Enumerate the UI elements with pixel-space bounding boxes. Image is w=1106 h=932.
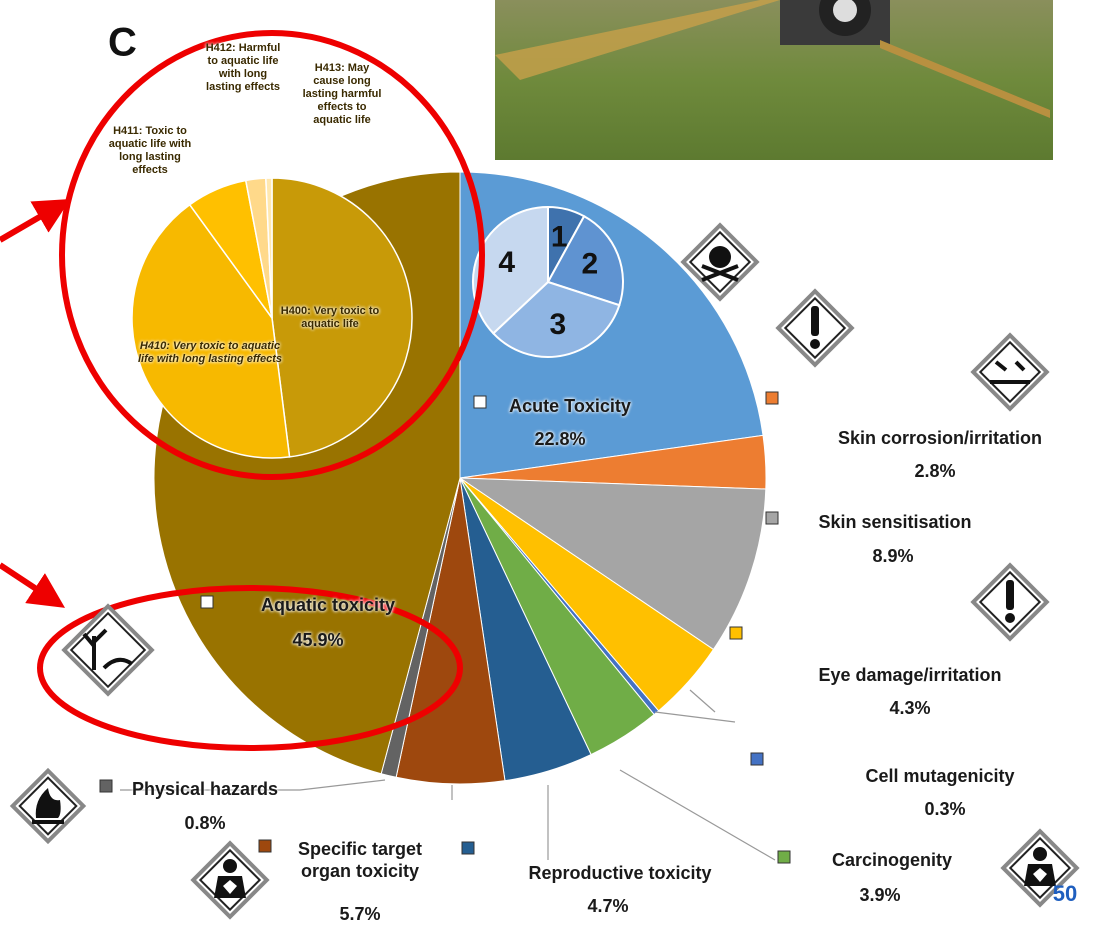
hazard-pictogram xyxy=(680,222,760,302)
pictogram-symbol xyxy=(1005,613,1015,623)
hazard-pictogram xyxy=(775,288,855,368)
hazard-pictogram xyxy=(190,840,270,920)
category-label: Physical hazards xyxy=(131,779,279,799)
pictogram-symbol xyxy=(1006,580,1014,610)
value-label: 5.7% xyxy=(339,904,381,924)
hazard-pictogram xyxy=(970,562,1050,642)
legend-marker xyxy=(729,626,743,640)
pie-slice xyxy=(131,203,291,459)
slice-label: 4 xyxy=(498,246,515,279)
pictogram-symbol xyxy=(701,264,739,282)
value-label: 4.7% xyxy=(587,896,629,916)
legend-marker xyxy=(99,779,113,793)
pictogram-symbol xyxy=(990,360,1030,384)
pictogram-frame xyxy=(978,340,1042,404)
value-label: 22.8% xyxy=(534,429,586,449)
pictogram-symbol xyxy=(810,339,820,349)
pictogram-symbol xyxy=(82,628,134,670)
slice-label: H413: May cause long lasting harmful eff… xyxy=(302,62,382,126)
slice-label: 2 xyxy=(581,247,598,280)
category-label: Skin sensitisation xyxy=(818,512,972,532)
legend-marker xyxy=(777,850,791,864)
pie-slice xyxy=(546,214,624,307)
slice-label: H412: Harmful to aquatic life with long … xyxy=(205,42,281,93)
pictogram-frame xyxy=(783,296,847,360)
slice-label: H411: Toxic to aquatic life with long la… xyxy=(108,125,192,176)
pictogram-symbol xyxy=(223,859,237,873)
pictogram-frame xyxy=(978,570,1042,634)
slice-label: H400: Very toxic to aquatic life xyxy=(280,305,380,330)
slice-label: H410: Very toxic to aquatic life with lo… xyxy=(137,340,283,365)
legend-marker xyxy=(200,595,214,609)
value-label: 0.8% xyxy=(184,813,226,833)
value-label: 4.3% xyxy=(889,698,931,718)
slice-label: 1 xyxy=(551,220,568,253)
pictogram-symbol xyxy=(709,246,731,268)
pie-slice xyxy=(265,177,273,319)
pictogram-symbol xyxy=(223,880,237,894)
category-label: Specific target organ toxicity xyxy=(297,839,423,881)
hazard-pictogram xyxy=(970,332,1050,412)
pictogram-symbol xyxy=(811,306,819,336)
page-number: 50 xyxy=(1053,881,1077,906)
leader-lines xyxy=(120,689,776,861)
value-label: 0.3% xyxy=(924,799,966,819)
pie-slice xyxy=(491,280,621,358)
category-label: Carcinogenity xyxy=(831,850,953,870)
highlight-ring xyxy=(59,30,485,480)
slice-label: 3 xyxy=(549,308,566,341)
value-label: 8.9% xyxy=(872,546,914,566)
pie-slice xyxy=(271,177,413,458)
category-label: Acute Toxicity xyxy=(509,396,631,416)
hazard-pictogram xyxy=(1000,828,1080,908)
legend-marker xyxy=(765,391,779,405)
pictogram-symbol xyxy=(32,820,64,824)
legend-marker xyxy=(765,511,779,525)
pictogram-symbol xyxy=(35,788,61,818)
pictogram-frame xyxy=(970,332,1050,412)
value-label: 45.9% xyxy=(292,630,344,650)
category-label: Skin corrosion/irritation xyxy=(837,428,1043,448)
legend-marker xyxy=(473,395,487,409)
category-label: Aquatic toxicity xyxy=(260,595,396,615)
heading-fragment: C xyxy=(108,21,137,65)
value-label: 2.8% xyxy=(914,461,956,481)
highlight-ring xyxy=(37,585,463,751)
legend-marker xyxy=(461,841,475,855)
pictogram-symbol xyxy=(1033,868,1047,882)
pictogram-symbol xyxy=(1033,847,1047,861)
hazard-pictogram xyxy=(9,767,87,845)
pie-slice xyxy=(458,477,767,651)
category-label: Reproductive toxicity xyxy=(528,863,712,883)
value-label: 3.9% xyxy=(859,885,901,905)
pictogram-frame xyxy=(69,611,147,689)
arrow xyxy=(0,198,71,243)
hazard-pictogram xyxy=(61,603,155,697)
pictogram-frame xyxy=(61,603,155,697)
legend-marker xyxy=(258,839,272,853)
photo xyxy=(495,0,1053,160)
category-label: Cell mutagenicity xyxy=(865,766,1015,786)
category-label: Eye damage/irritation xyxy=(818,665,1002,685)
arrow xyxy=(0,562,66,608)
legend-marker xyxy=(750,752,764,766)
